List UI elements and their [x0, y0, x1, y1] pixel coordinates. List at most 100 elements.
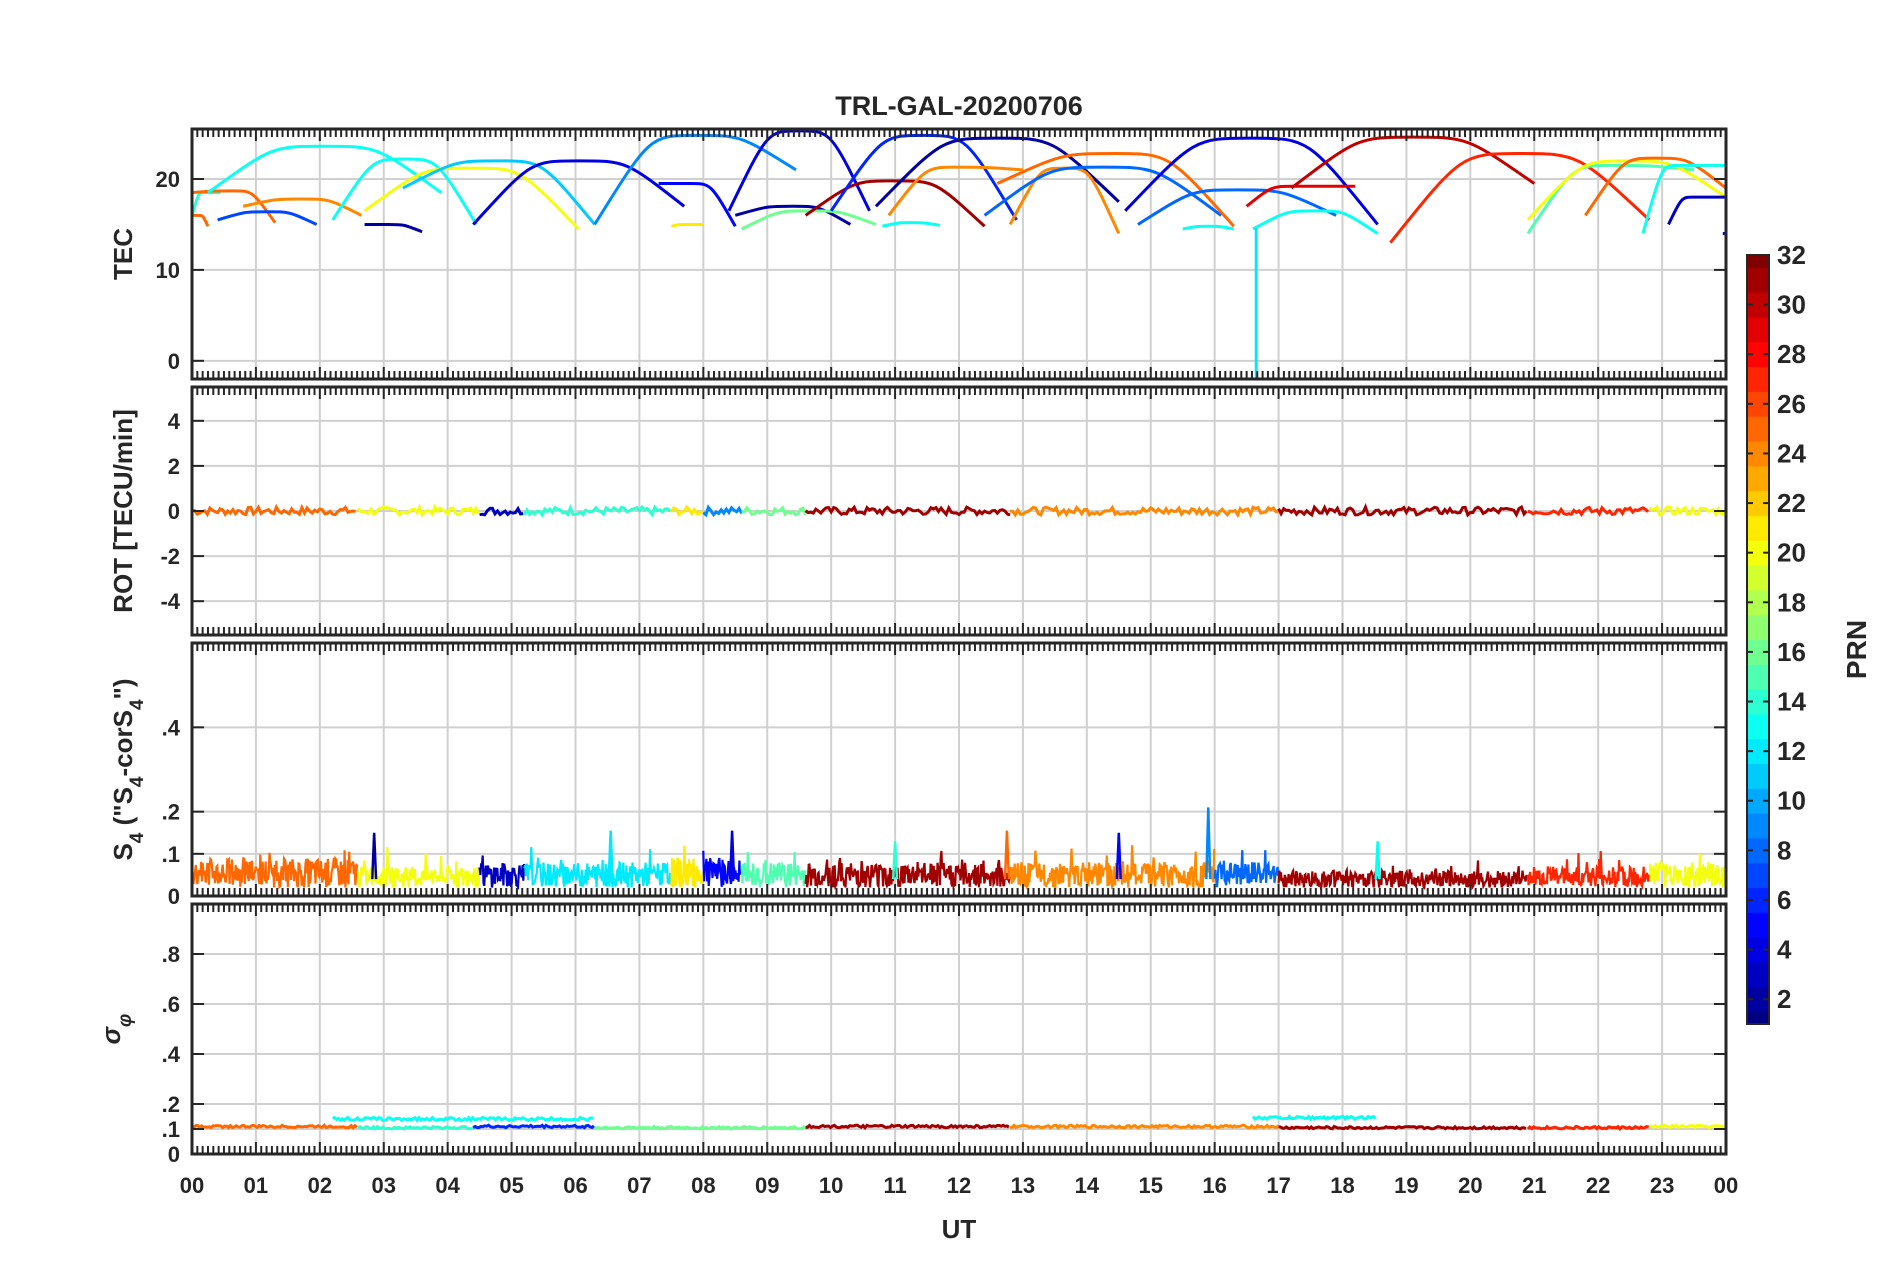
sigphi-raised-prn-13	[1251, 1113, 1377, 1122]
tec-arc-prn-25	[192, 213, 210, 227]
chart-title: TRL-GAL-20200706	[835, 91, 1083, 121]
colorbar-swatch	[1747, 689, 1769, 715]
tec-arc-prn-3	[1667, 195, 1726, 226]
colorbar-swatch	[1747, 664, 1769, 690]
colorbar-swatch	[1747, 887, 1769, 913]
y-tick-label: 0	[168, 499, 180, 524]
rot-trace-prn-21	[670, 504, 704, 518]
rot-trace-prn-31	[804, 504, 1011, 518]
sigphi-trace-prn-16	[594, 1124, 807, 1131]
tec-arc-prn-13	[1641, 163, 1726, 234]
s4-trace-prn-25	[192, 850, 359, 890]
colorbar-tick-label: 22	[1777, 488, 1806, 518]
colorbar-tick-label: 28	[1777, 339, 1806, 369]
x-tick-label: 09	[755, 1173, 779, 1198]
s4-trace-prn-3	[478, 855, 526, 890]
tec-arc-prn-13	[881, 221, 941, 228]
rot-trace-prn-14	[523, 504, 672, 518]
tec-arc-prn-20	[1526, 159, 1726, 221]
colorbar-tick-label: 30	[1777, 290, 1806, 320]
colorbar-swatch	[1747, 317, 1769, 343]
tec-arc-prn-27	[1389, 152, 1651, 244]
colorbar-tick-label: 8	[1777, 835, 1791, 865]
x-tick-label: 12	[947, 1173, 971, 1198]
y-tick-label: 0	[168, 884, 180, 909]
data-layer	[192, 1113, 1725, 1132]
tec-arc-prn-6	[829, 133, 1018, 221]
x-tick-label: 08	[691, 1173, 715, 1198]
rot-trace-prn-3	[479, 505, 524, 517]
s4-trace-prn-8	[1213, 850, 1280, 888]
y-tick-label: .1	[162, 1117, 180, 1142]
s4-peak-prn-5	[1115, 832, 1122, 880]
tec-arc-prn-30	[1290, 135, 1536, 190]
y-tick-label: .6	[162, 992, 180, 1017]
y-tick-label: -2	[160, 544, 180, 569]
tec-arc-prn-11	[402, 159, 596, 226]
rot-trace-prn-20	[1648, 504, 1726, 518]
y-tick-label: 0	[168, 1142, 180, 1167]
x-tick-label: 05	[499, 1173, 523, 1198]
colorbar-swatch	[1747, 589, 1769, 616]
sigphi-trace-prn-20	[1649, 1123, 1725, 1130]
sigphi-trace-prn-25	[192, 1123, 358, 1130]
s4-peak-prn-2	[370, 832, 378, 880]
sigphi-trace-prn-14	[357, 1124, 474, 1131]
colorbar-tick-label: 24	[1777, 438, 1806, 468]
rot-trace-prn-24	[1009, 504, 1279, 519]
colorbar-tick-label: 10	[1777, 786, 1806, 816]
x-tick-label: 13	[1011, 1173, 1035, 1198]
s4-trace-prn-15	[740, 851, 807, 888]
tec-arc-prn-4	[1124, 136, 1379, 226]
colorbar-label: PRN	[1841, 620, 1872, 679]
tec-arc-prn-24	[242, 197, 363, 217]
rot-trace-prn-31	[1277, 503, 1528, 518]
tec-arc-prn-9	[593, 133, 797, 226]
s4-peak-prn-14	[891, 841, 899, 880]
colorbar-swatch	[1747, 255, 1769, 268]
x-tick-label: 16	[1202, 1173, 1226, 1198]
panel-tec: 0 10 20 TEC	[108, 127, 1728, 381]
x-tick-label: 22	[1586, 1173, 1610, 1198]
sigphi-trace-prn-6	[472, 1123, 595, 1130]
colorbar-swatch	[1747, 565, 1769, 591]
y-tick-label: .2	[162, 800, 180, 825]
y-tick-label: 4	[168, 409, 181, 434]
s4-peak-prn-9	[1205, 807, 1212, 880]
y-tick-label: 10	[156, 258, 180, 283]
x-tick-label: 06	[563, 1173, 587, 1198]
y-axis-label-rot: ROT [TECU/min]	[108, 409, 138, 613]
tec-arc-prn-2	[364, 222, 423, 234]
tec-arc-prn-16	[741, 209, 877, 231]
x-tick-label: 14	[1075, 1173, 1100, 1198]
tec-arc-prn-8	[1137, 188, 1337, 226]
colorbar-swatch	[1747, 441, 1769, 467]
x-tick-label: 03	[372, 1173, 396, 1198]
colorbar-swatch	[1747, 813, 1769, 839]
tick-marks	[191, 904, 1727, 1155]
y-tick-label: -4	[160, 589, 180, 614]
y-tick-label: 2	[168, 454, 180, 479]
colorbar-tick-label: 16	[1777, 637, 1806, 667]
tec-arc-prn-13	[331, 157, 478, 226]
sigphi-trace-prn-31	[1278, 1124, 1527, 1131]
rot-trace-prn-16	[741, 505, 807, 517]
colorbar-swatch	[1747, 391, 1769, 417]
x-tick-label: 00	[1714, 1173, 1738, 1198]
tec-arc-prn-8	[983, 165, 1222, 217]
x-tick-label: 10	[819, 1173, 843, 1198]
sigphi-trace-prn-31	[805, 1123, 1010, 1130]
rot-trace-prn-27	[1527, 505, 1650, 517]
panel-s4: 0 .1 .2 .4 S4 ("S4-corS4")	[108, 641, 1728, 909]
colorbar-swatch	[1747, 639, 1769, 665]
x-tick-label: 01	[244, 1173, 268, 1198]
x-tick-label: 11	[883, 1173, 906, 1198]
tec-arc-prn-13	[1182, 224, 1235, 231]
y-axis-label-tec: TEC	[108, 228, 138, 280]
x-tick-label: 00	[180, 1173, 204, 1198]
s4-peak-prn-13	[1374, 841, 1381, 880]
tec-arc-prn-20	[363, 166, 580, 231]
